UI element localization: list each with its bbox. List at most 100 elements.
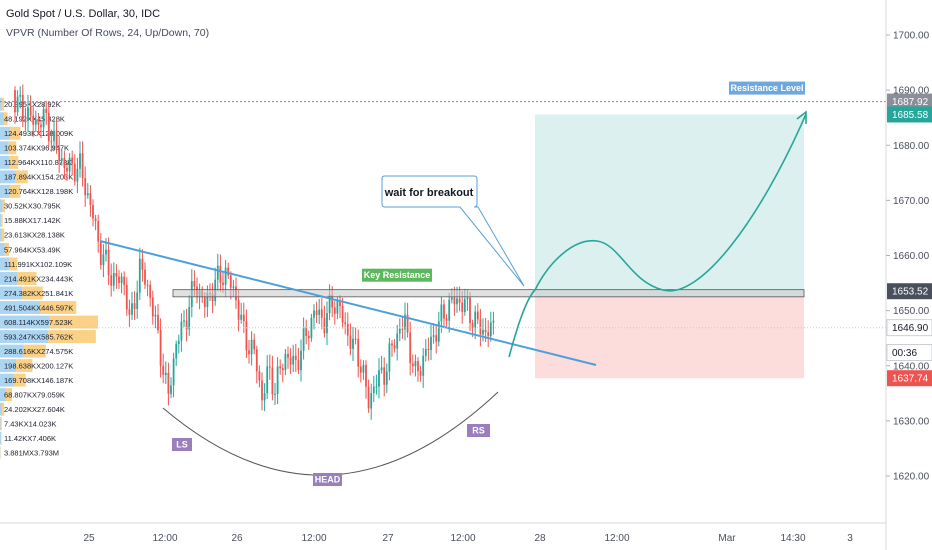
volume-bar-up [0,315,50,329]
pattern-label-tag[interactable] [313,473,342,486]
volume-label: 112.964KX110.878K [4,158,72,167]
volume-bar-down [23,344,46,358]
candle-body [237,300,240,320]
candle-body [378,370,380,387]
price-badge[interactable] [886,319,932,337]
volume-bar-up [0,402,2,416]
pattern-label-tag[interactable] [172,438,192,451]
candle-body [388,343,391,372]
y-tick-label: 1680.00 [893,141,930,152]
price-badge-label: 1685.58 [892,110,929,121]
candle-body [76,168,79,182]
candle-body [313,310,315,318]
price-badge[interactable] [887,283,932,300]
candle-body [55,130,58,148]
price-badge-label: 1637.74 [892,374,929,385]
candle-body [21,94,24,120]
candle-body [146,284,149,286]
volume-label: 23.613KX28.138K [4,231,65,240]
candle-body [99,241,102,266]
resistance-level-tag[interactable] [729,81,805,95]
volume-label: 15.88KX17.142K [4,216,61,225]
volume-bar-up [0,272,18,285]
candle-body [352,338,354,349]
candle-body [274,393,276,395]
volume-bar-down [1,97,5,111]
volume-bar-up [0,373,14,387]
volume-label: 593.247KX585.762K [4,332,73,341]
volume-label: 11.42KX7.406K [4,434,56,443]
volume-bar-up [0,170,16,184]
candle-body [354,338,357,340]
candle-body [151,297,154,317]
volume-bar-up [0,141,9,155]
candle-body [297,359,300,370]
candle-body [253,339,256,350]
candle-body [396,333,399,349]
candle-body [14,90,16,113]
candle-body [393,345,396,349]
candle-body [102,254,105,266]
candle-body [258,371,261,381]
candle-body [411,363,414,367]
price-badge[interactable] [886,344,932,361]
volume-bar-up [0,228,2,242]
pattern-arc[interactable] [162,391,499,476]
candle-body [118,276,120,283]
y-tick-label: 1650.00 [893,306,930,317]
key-resistance-band[interactable] [172,289,805,298]
volume-label: 198.638KX200.127K [4,361,73,370]
candle-body [37,119,40,125]
price-badge-label: 1687.92 [892,97,929,108]
price-badge[interactable] [887,93,932,110]
key-resistance-tag[interactable] [362,268,432,282]
volume-bar-down [39,301,77,314]
candle-body [419,371,422,376]
candle-body [479,319,482,335]
pattern-label-tag[interactable] [467,424,490,437]
candle-body [284,353,287,371]
price-badge[interactable] [887,106,932,123]
callout-text: wait for breakout [384,187,474,199]
candle-body [482,329,484,335]
x-tick-label: 27 [382,533,394,544]
candle-body [248,350,250,355]
volume-label: 214.491KX234.443K [4,274,73,283]
candle-body [333,307,336,314]
volume-bar-up [0,213,2,227]
candle-body [406,314,409,333]
callout-box[interactable] [381,175,525,287]
candle-body [471,323,474,328]
x-tick-label: 12:00 [301,533,326,544]
candle-body [294,355,297,360]
candle-body [380,367,383,371]
candle-body [170,385,172,394]
candle-body [453,297,456,305]
indicator-label[interactable]: VPVR (Number Of Rows, 24, Up/Down, 70) [6,27,210,39]
candle-body [177,340,180,344]
candle-body [162,365,165,376]
pattern-label-text: LS [176,440,188,450]
candle-body [229,275,232,288]
candle-body [131,303,133,315]
candle-body [50,141,53,143]
y-tick-label: 1690.00 [893,86,930,97]
price-badge[interactable] [887,370,932,387]
price-badge-label: 1653.52 [892,287,929,298]
candle-body [73,163,76,182]
volume-bar-up [0,417,1,431]
projection-path[interactable] [508,113,807,358]
chart-title: Gold Spot / U.S. Dollar, 30, IDC [6,8,161,20]
volume-bar-up [0,199,3,213]
trendline[interactable] [99,240,597,366]
candle-body [409,332,412,364]
candle-body [440,304,443,322]
stop-zone[interactable] [535,296,804,379]
target-zone[interactable] [535,114,804,297]
candle-body [422,355,425,376]
candle-body [185,320,188,330]
candle-body [344,322,347,324]
drawings: Resistance Level Key Resistance LS HEAD RS wa… [0,81,886,486]
candle-body [172,358,175,386]
